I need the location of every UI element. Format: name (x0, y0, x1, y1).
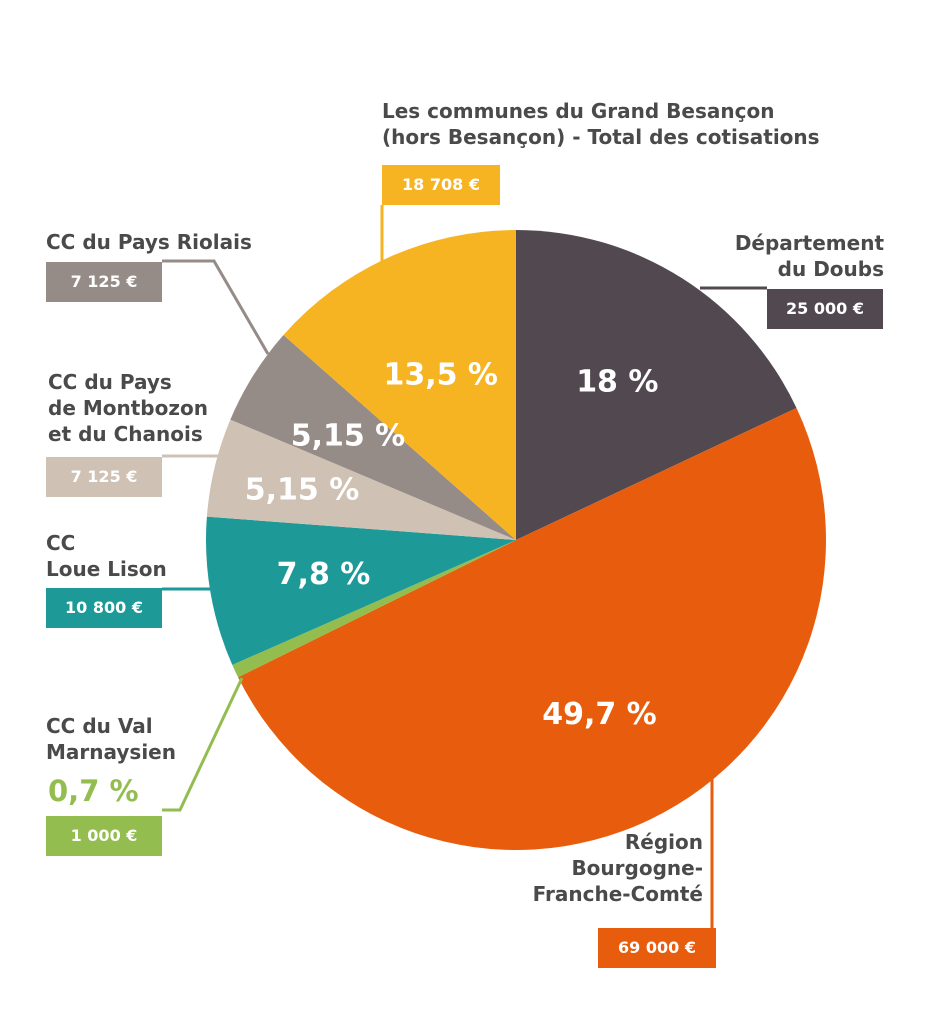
slice-pays-riolais (230, 334, 516, 540)
slice-loue-lison (206, 516, 516, 665)
label-doubs: Département du Doubs (734, 231, 884, 281)
label-pays-riolais: CC du Pays Riolais (46, 230, 252, 254)
label-region: Région Bourgogne- Franche-Comté (532, 830, 703, 906)
pct-label-pays-riolais: 5,15 % (291, 418, 406, 453)
label-montbozon: CC du Pays de Montbozon et du Chanois (48, 370, 208, 446)
leader-val-marnaysien (162, 677, 244, 812)
slice-region (238, 408, 827, 851)
amount-region: 69 000 € (598, 928, 716, 968)
amount-pays-riolais: 7 125 € (46, 262, 162, 302)
slice-doubs (516, 230, 797, 540)
leader-pays-riolais (162, 259, 270, 355)
amount-loue-lison: 10 800 € (46, 588, 162, 628)
pct-val-marnaysien: 0,7 % (48, 774, 139, 808)
amount-val-marnaysien: 1 000 € (46, 816, 162, 856)
label-val-marnaysien: CC du Val Marnaysien (46, 714, 176, 764)
pct-label-region: 49,7 % (542, 697, 657, 732)
pct-label-loue-lison: 7,8 % (277, 557, 371, 592)
slice-grand-besancon (283, 230, 516, 540)
pct-label-montbozon: 5,15 % (245, 472, 360, 507)
label-loue-lison: CC Loue Lison (46, 531, 167, 581)
slice-montbozon (206, 419, 516, 540)
amount-grand-besancon: 18 708 € (382, 165, 500, 205)
pct-label-grand-besancon: 13,5 % (383, 357, 498, 392)
pct-label-doubs: 18 % (576, 364, 658, 399)
label-grand-besancon: Les communes du Grand Besançon (hors Bes… (382, 99, 820, 149)
amount-montbozon: 7 125 € (46, 457, 162, 497)
slice-val-marnaysien (232, 540, 516, 678)
amount-doubs: 25 000 € (767, 289, 883, 329)
